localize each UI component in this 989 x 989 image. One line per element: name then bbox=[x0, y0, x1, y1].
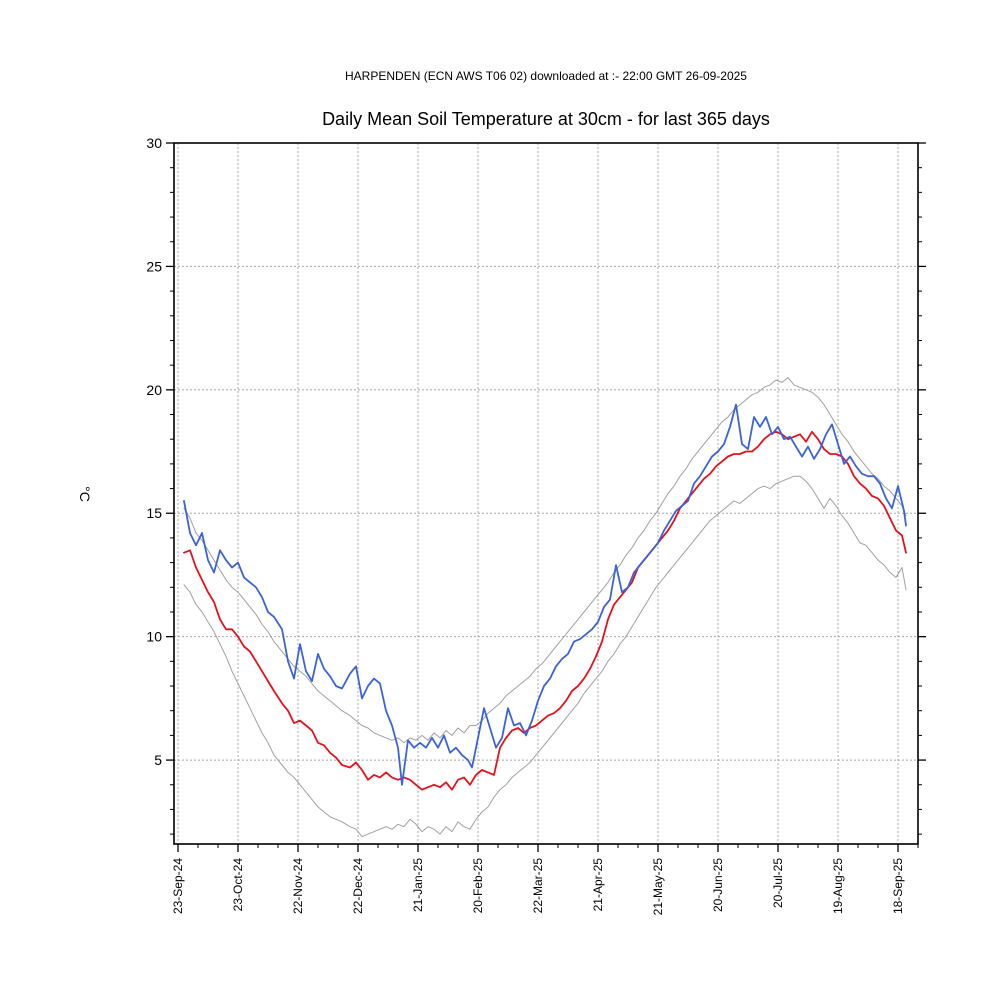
y-axis-label: °C bbox=[77, 486, 93, 502]
y-tick-label: 30 bbox=[146, 135, 162, 151]
x-tick-label: 20-Feb-25 bbox=[471, 858, 485, 914]
x-tick-label: 22-Dec-24 bbox=[351, 858, 365, 914]
axes: 5 10 15 20 25 30 23-Sep-24 23-Oct-24 22-Nov-24 22… bbox=[146, 135, 926, 915]
x-tick-label: 21-Jan-25 bbox=[411, 858, 425, 912]
series-line-3 bbox=[183, 475, 907, 838]
grid bbox=[174, 142, 918, 844]
x-tick-label: 21-May-25 bbox=[651, 858, 665, 916]
series-line-0 bbox=[183, 403, 907, 786]
series-line-2 bbox=[183, 377, 907, 744]
y-tick-label: 5 bbox=[154, 752, 162, 768]
download-note: HARPENDEN (ECN AWS T06 02) downloaded at… bbox=[345, 69, 747, 83]
series-line-1 bbox=[183, 430, 907, 791]
x-tick-label: 23-Sep-24 bbox=[171, 858, 185, 914]
x-tick-label: 18-Sep-25 bbox=[891, 858, 905, 914]
y-tick-label: 15 bbox=[146, 505, 162, 521]
x-tick-label: 22-Nov-24 bbox=[291, 858, 305, 914]
x-tick-label: 20-Jul-25 bbox=[771, 858, 785, 908]
x-tick-label: 20-Jun-25 bbox=[711, 858, 725, 912]
x-tick-label: 19-Aug-25 bbox=[831, 858, 845, 914]
y-tick-label: 25 bbox=[146, 258, 162, 274]
y-tick-label: 20 bbox=[146, 382, 162, 398]
y-tick-label: 10 bbox=[146, 629, 162, 645]
plot-frame bbox=[173, 142, 919, 845]
series-group bbox=[183, 377, 907, 838]
x-tick-label: 21-Apr-25 bbox=[591, 858, 605, 912]
x-tick-label: 22-Mar-25 bbox=[531, 858, 545, 914]
x-tick-label: 23-Oct-24 bbox=[231, 858, 245, 912]
chart-title: Daily Mean Soil Temperature at 30cm - fo… bbox=[322, 109, 770, 129]
